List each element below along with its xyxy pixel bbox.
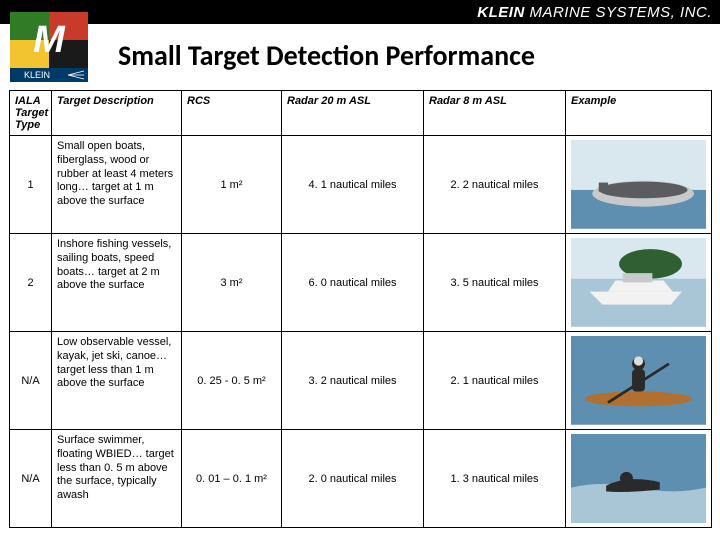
cell-rcs: 0. 01 – 0. 1 m² xyxy=(182,430,282,528)
cell-type: 2 xyxy=(10,234,52,332)
company-name-rest: MARINE SYSTEMS, INC. xyxy=(525,4,712,21)
th-r8: Radar 8 m ASL xyxy=(424,91,566,136)
cell-desc: Inshore fishing vessels, sailing boats, … xyxy=(52,234,182,332)
example-swimmer-icon xyxy=(571,434,706,523)
table-body: 1 Small open boats, fiberglass, wood or … xyxy=(10,136,712,528)
cell-r20: 3. 2 nautical miles xyxy=(282,332,424,430)
table-row: 1 Small open boats, fiberglass, wood or … xyxy=(10,136,712,234)
th-ex: Example xyxy=(566,91,712,136)
detection-table: IALA Target Type Target Description RCS … xyxy=(9,90,712,528)
cell-r8: 1. 3 nautical miles xyxy=(424,430,566,528)
cell-type: N/A xyxy=(10,332,52,430)
cell-desc: Surface swimmer, floating WBIED… target … xyxy=(52,430,182,528)
cell-type: N/A xyxy=(10,430,52,528)
th-r20: Radar 20 m ASL xyxy=(282,91,424,136)
table-row: 2 Inshore fishing vessels, sailing boats… xyxy=(10,234,712,332)
svg-text:KLEIN: KLEIN xyxy=(24,70,50,80)
title-row: M KLEIN Small Target Detection Performan… xyxy=(0,24,720,86)
cell-desc: Low observable vessel, kayak, jet ski, c… xyxy=(52,332,182,430)
cell-r20: 4. 1 nautical miles xyxy=(282,136,424,234)
cell-r8: 2. 1 nautical miles xyxy=(424,332,566,430)
cell-rcs: 1 m² xyxy=(182,136,282,234)
cell-rcs: 3 m² xyxy=(182,234,282,332)
example-kayak-icon xyxy=(571,336,706,425)
table-row: N/A Surface swimmer, floating WBIED… tar… xyxy=(10,430,712,528)
cell-example xyxy=(566,430,712,528)
cell-rcs: 0. 25 - 0. 5 m² xyxy=(182,332,282,430)
th-desc: Target Description xyxy=(52,91,182,136)
page-title: Small Target Detection Performance xyxy=(118,38,535,73)
cell-r20: 6. 0 nautical miles xyxy=(282,234,424,332)
cell-r8: 2. 2 nautical miles xyxy=(424,136,566,234)
cell-example xyxy=(566,136,712,234)
klein-logo: M KLEIN xyxy=(10,12,88,82)
table-head: IALA Target Type Target Description RCS … xyxy=(10,91,712,136)
example-inflatable-icon xyxy=(571,140,706,229)
cell-type: 1 xyxy=(10,136,52,234)
th-type: IALA Target Type xyxy=(10,91,52,136)
company-name: KLEIN MARINE SYSTEMS, INC. xyxy=(477,4,712,21)
table-row: N/A Low observable vessel, kayak, jet sk… xyxy=(10,332,712,430)
cell-r8: 3. 5 nautical miles xyxy=(424,234,566,332)
company-name-bold: KLEIN xyxy=(477,4,525,21)
example-speedboat-icon xyxy=(571,238,706,327)
cell-desc: Small open boats, fiberglass, wood or ru… xyxy=(52,136,182,234)
header-bar: KLEIN MARINE SYSTEMS, INC. xyxy=(0,0,720,24)
cell-r20: 2. 0 nautical miles xyxy=(282,430,424,528)
svg-text:M: M xyxy=(33,19,66,61)
th-rcs: RCS xyxy=(182,91,282,136)
cell-example xyxy=(566,332,712,430)
cell-example xyxy=(566,234,712,332)
